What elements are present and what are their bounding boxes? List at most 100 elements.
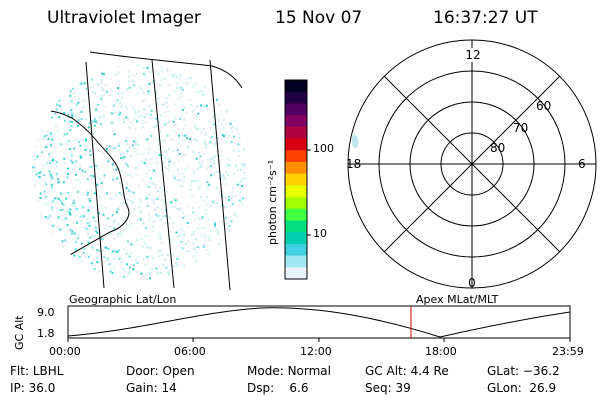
- emission-pixel: [77, 234, 80, 237]
- emission-pixel: [178, 77, 181, 79]
- emission-pixel: [192, 171, 195, 174]
- emission-pixel: [178, 173, 181, 176]
- emission-pixel: [120, 104, 123, 107]
- emission-pixel: [127, 204, 130, 207]
- emission-pixel: [199, 166, 202, 169]
- emission-pixel: [228, 225, 231, 227]
- emission-pixel: [198, 187, 201, 190]
- emission-pixel: [134, 150, 137, 153]
- emission-pixel: [179, 207, 182, 210]
- emission-pixel: [187, 164, 190, 167]
- emission-pixel: [105, 224, 108, 227]
- emission-pixel: [94, 118, 97, 121]
- glon-info: GLon: 26.9: [487, 381, 556, 395]
- altitude-xtick-0000: 00:00: [49, 345, 81, 358]
- emission-pixel: [154, 125, 157, 128]
- emission-pixel: [198, 185, 201, 188]
- emission-pixel: [178, 180, 181, 183]
- emission-pixel: [114, 250, 117, 253]
- emission-pixel: [66, 217, 69, 220]
- emission-pixel: [221, 133, 224, 136]
- emission-pixel: [144, 264, 147, 267]
- emission-pixel: [137, 144, 139, 146]
- emission-pixel: [71, 230, 74, 233]
- emission-pixel: [135, 72, 138, 75]
- emission-pixel: [100, 81, 103, 84]
- emission-pixel: [229, 122, 232, 125]
- emission-pixel: [197, 206, 200, 209]
- emission-pixel: [235, 194, 238, 197]
- emission-pixel: [71, 232, 73, 235]
- emission-pixel: [96, 249, 99, 252]
- emission-pixel: [180, 113, 183, 116]
- emission-pixel: [217, 137, 220, 140]
- emission-pixel: [46, 161, 49, 164]
- emission-pixel: [159, 186, 162, 189]
- emission-pixel: [106, 217, 109, 220]
- emission-pixel: [86, 222, 89, 225]
- dsp-label: Dsp:: [247, 381, 275, 395]
- emission-pixel: [114, 219, 117, 222]
- emission-pixel: [212, 115, 215, 118]
- emission-pixel: [89, 236, 92, 239]
- emission-pixel: [210, 229, 213, 232]
- emission-pixel: [209, 184, 212, 187]
- emission-pixel: [88, 152, 91, 155]
- emission-pixel: [151, 199, 154, 202]
- emission-pixel: [192, 230, 195, 233]
- emission-pixel: [59, 228, 61, 231]
- colorbar-band: [285, 185, 307, 198]
- emission-pixel: [154, 70, 157, 73]
- emission-pixel: [106, 147, 108, 150]
- emission-pixel: [145, 278, 148, 280]
- emission-pixel: [100, 181, 103, 184]
- emission-pixel: [154, 207, 157, 210]
- filter-info: Flt: LBHL: [10, 364, 63, 378]
- emission-pixel: [204, 85, 206, 88]
- apex-label: Apex MLat/MLT: [416, 293, 499, 306]
- emission-pixel: [241, 197, 244, 200]
- emission-pixel: [50, 116, 53, 119]
- emission-pixel: [66, 176, 69, 179]
- emission-pixel: [150, 132, 153, 135]
- emission-pixel: [146, 138, 149, 141]
- emission-pixel: [206, 196, 209, 199]
- emission-pixel: [91, 90, 94, 93]
- emission-pixel: [179, 86, 182, 89]
- emission-pixel: [188, 138, 191, 141]
- emission-pixel: [138, 206, 141, 209]
- emission-pixel: [106, 160, 108, 163]
- emission-pixel: [178, 142, 181, 145]
- emission-pixel: [143, 242, 146, 245]
- emission-pixel: [119, 112, 122, 114]
- emission-pixel: [210, 205, 213, 208]
- emission-pixel: [111, 163, 114, 166]
- emission-pixel: [74, 179, 77, 181]
- emission-pixel: [123, 121, 125, 123]
- emission-pixel: [50, 186, 53, 189]
- emission-pixel: [102, 71, 105, 74]
- emission-pixel: [72, 202, 75, 205]
- emission-pixel: [228, 199, 231, 202]
- emission-pixel: [55, 161, 58, 164]
- emission-pixel: [168, 148, 171, 151]
- emission-pixel: [55, 173, 58, 176]
- emission-pixel: [240, 163, 243, 165]
- emission-pixel: [200, 162, 203, 165]
- emission-pixel: [90, 253, 92, 256]
- emission-pixel: [96, 183, 99, 186]
- emission-pixel: [182, 172, 185, 175]
- emission-pixel: [144, 75, 147, 77]
- emission-pixel: [147, 152, 150, 155]
- emission-pixel: [59, 209, 62, 211]
- emission-pixel: [146, 67, 149, 69]
- emission-pixel: [168, 269, 171, 272]
- emission-pixel: [47, 191, 50, 194]
- emission-pixel: [51, 138, 54, 141]
- emission-pixel: [94, 225, 97, 227]
- emission-pixel: [85, 139, 88, 142]
- emission-pixel: [56, 172, 59, 175]
- colorbar-band: [285, 91, 307, 105]
- emission-pixel: [51, 209, 54, 212]
- emission-pixel: [218, 193, 221, 195]
